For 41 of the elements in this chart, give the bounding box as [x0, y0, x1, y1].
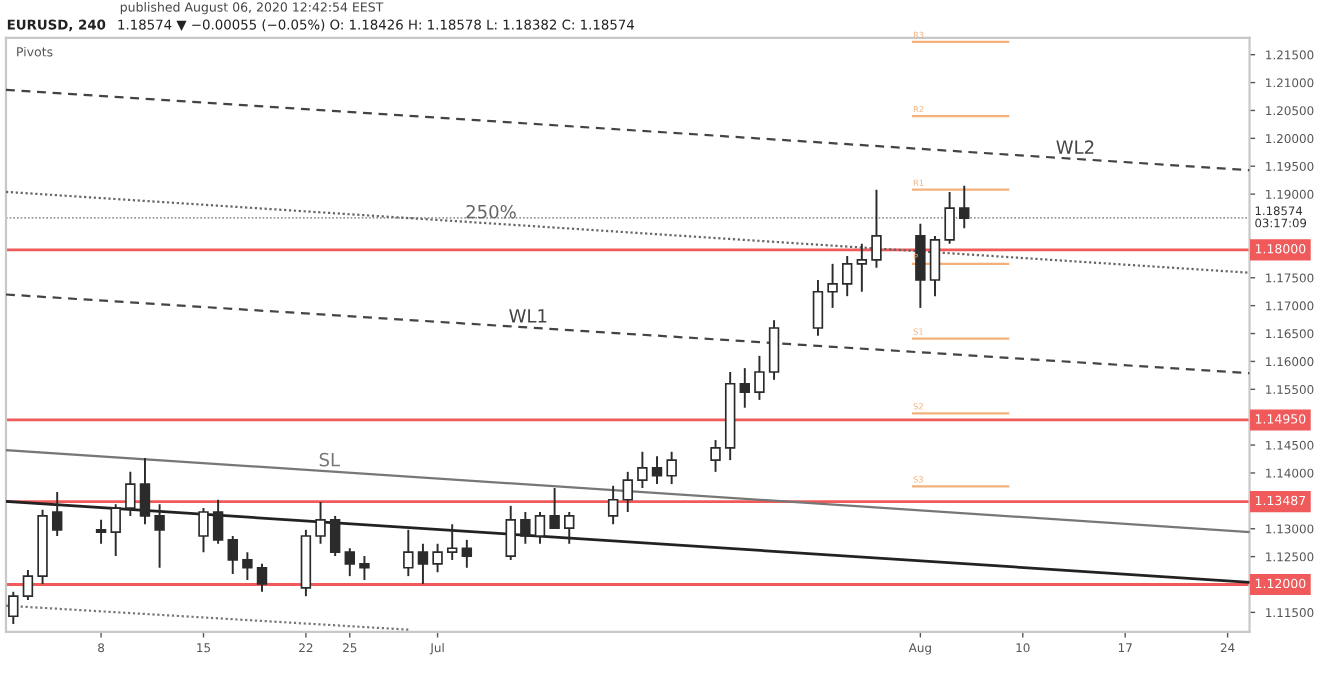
- candlestick: [871, 188, 882, 269]
- series-label: WL1: [509, 309, 547, 323]
- candlestick: [944, 190, 955, 245]
- candlestick: [637, 450, 648, 489]
- candlestick: [607, 484, 619, 526]
- candlestick: [651, 455, 663, 486]
- candlestick: [812, 279, 824, 337]
- series-label: 250%: [466, 204, 516, 219]
- series-label: SL: [319, 452, 340, 467]
- candlestick: [95, 518, 107, 545]
- candlestick: [739, 367, 751, 409]
- candlestick: [856, 242, 868, 293]
- candlestick: [959, 184, 970, 230]
- candlestick: [666, 450, 677, 486]
- candlestick: [256, 562, 268, 593]
- candlestick: [359, 555, 370, 581]
- series-label: WL2: [1056, 140, 1094, 154]
- candlestick: [403, 528, 414, 578]
- candlestick: [329, 514, 341, 558]
- candlestick: [520, 511, 531, 545]
- candlestick: [198, 507, 209, 554]
- candlestick: [827, 262, 838, 309]
- candlestick: [929, 234, 941, 298]
- candlestick: [710, 439, 721, 473]
- candlestick: [461, 538, 473, 569]
- candlestick: [768, 319, 780, 381]
- candlestick: [432, 542, 443, 574]
- candlestick: [227, 535, 238, 575]
- candlestick: [242, 551, 253, 581]
- candlestick: [8, 590, 19, 626]
- candlestick: [446, 523, 458, 561]
- candlestick: [549, 487, 560, 530]
- candlestick: [622, 470, 633, 513]
- candlestick: [22, 569, 34, 602]
- candlestick: [417, 542, 429, 585]
- candlestick: [754, 354, 765, 401]
- candlestick: [915, 222, 926, 309]
- candlestick: [344, 547, 356, 578]
- candlestick: [564, 511, 575, 545]
- candlestick: [841, 255, 853, 298]
- candlestick: [534, 511, 546, 545]
